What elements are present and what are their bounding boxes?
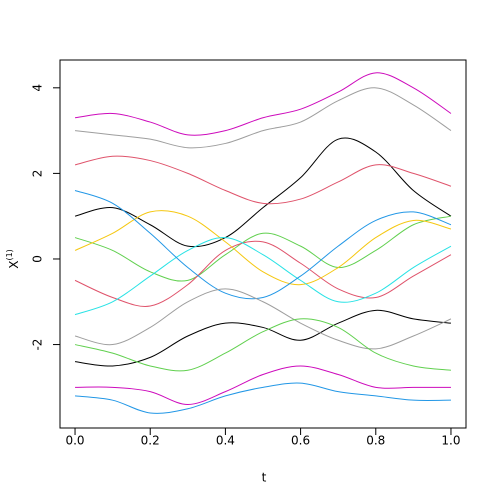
curve — [74, 87, 452, 149]
x-tick-label: 0.6 — [291, 434, 310, 448]
y-tick-label: 0 — [31, 255, 45, 263]
y-tick-label: 2 — [31, 170, 45, 178]
x-axis-label: t — [262, 471, 267, 485]
curve — [74, 215, 452, 282]
x-tick-label: 0.4 — [216, 434, 235, 448]
y-tick-label: -2 — [31, 339, 45, 351]
x-tick-label: 0.2 — [141, 434, 160, 448]
y-axis-label-main: X — [7, 261, 21, 269]
curve — [74, 382, 451, 414]
curve — [74, 237, 452, 316]
x-tick-label: 0.0 — [65, 434, 84, 448]
curve — [74, 288, 452, 350]
curve — [74, 210, 452, 286]
curve — [74, 155, 452, 205]
curve — [74, 190, 452, 300]
x-tick-label: 1.0 — [441, 434, 460, 448]
y-axis-label-sup: (1) — [5, 249, 14, 260]
y-axis-label: X(1) — [5, 249, 21, 269]
plot-box — [59, 59, 467, 429]
curve — [74, 72, 452, 136]
curve — [74, 137, 452, 248]
y-tick-label: 4 — [31, 84, 45, 92]
curve — [74, 240, 452, 307]
curve — [75, 365, 451, 405]
curve — [74, 318, 452, 372]
curve — [74, 309, 452, 367]
x-tick-label: 0.8 — [366, 434, 385, 448]
